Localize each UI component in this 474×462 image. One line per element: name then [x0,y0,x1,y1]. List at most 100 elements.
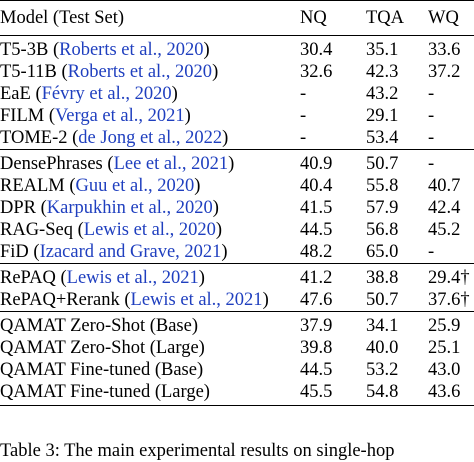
table-row: REALM (Guu et al., 2020) 40.4 55.8 40.7 [0,175,474,197]
cite-close-paren: ) [215,219,222,240]
table-row: T5-3B (Roberts et al., 2020) 30.4 35.1 33.6 [0,35,474,61]
citation-link[interactable]: Lewis et al., 2021 [66,267,199,288]
cell-nq: 45.5 [300,381,366,406]
cell-model: EaE (Févry et al., 2020) [0,83,300,105]
cite-open-paren: ( [64,175,76,196]
cite-open-paren: ( [55,267,67,288]
cell-wq: 43.6 [428,381,474,406]
model-name: T5-11B [0,61,57,82]
cell-model: QAMAT Fine-tuned (Large) [0,381,300,406]
citation-link[interactable]: Févry et al., 2020 [41,83,172,104]
cell-nq: 41.2 [300,263,366,289]
model-name: FILM [0,105,45,126]
cell-nq: 41.5 [300,197,333,218]
cite-close-paren: ) [171,83,178,104]
citation-link[interactable]: Izacard and Grave, 2021 [39,241,222,262]
cite-open-paren: ( [28,241,40,262]
header-tqa: TQA [366,0,428,36]
cell-wq: 42.4 [428,197,461,218]
cell-wq: 29.4† [428,263,474,289]
cell-wq: 33.6 [428,35,474,61]
cell-nq: 44.5 [300,359,333,380]
table-row: T5-11B (Roberts et al., 2020) 32.6 42.3 37.… [0,61,474,83]
cell-nq: - [300,83,307,104]
cite-close-paren: ) [222,127,229,148]
cite-open-paren: ( [48,39,60,60]
cell-wq: 25.9 [428,311,474,337]
cell-wq: - [428,127,435,148]
model-name: EaE [0,83,31,104]
cite-close-paren: ) [212,197,219,218]
cell-model: TOME-2 (de Jong et al., 2022) [0,127,300,150]
model-name: TOME-2 [0,127,68,148]
cell-nq: - [300,105,307,126]
cell-tqa: 53.4 [366,127,399,148]
cell-tqa: 34.1 [366,311,428,337]
citation-link[interactable]: Lewis et al., 2020 [83,219,216,240]
table-caption: Table 3: The main experimental results o… [0,441,395,461]
cite-open-paren: ( [30,83,42,104]
cell-nq: 30.4 [300,35,366,61]
model-name: RePAQ [0,267,56,288]
cell-wq: - [428,149,474,175]
citation-link[interactable]: Lewis et al., 2021 [130,289,263,310]
table-row: RAG-Seq (Lewis et al., 2020) 44.5 56.8 45.2 [0,219,474,241]
cell-tqa: 50.7 [366,149,428,175]
model-name: DPR [0,197,36,218]
citation-link[interactable]: Verga et al., 2021 [55,105,185,126]
table-row: FILM (Verga et al., 2021) -29.1- [0,105,474,127]
table-header-row: Model (Test Set) NQ TQA WQ [0,0,474,36]
header-nq: NQ [300,0,366,36]
header-model: Model (Test Set) [0,0,300,36]
cite-close-paren: ) [212,61,219,82]
citation-link[interactable]: Roberts et al., 2020 [59,39,204,60]
table-row: FiD (Izacard and Grave, 2021) 48.2 65.0- [0,241,474,264]
cell-wq: 43.0 [428,359,461,380]
model-name: REALM [0,175,65,196]
citation-link[interactable]: Guu et al., 2020 [75,175,195,196]
cell-model: T5-3B (Roberts et al., 2020) [0,35,300,61]
citation-link[interactable]: Lee et al., 2021 [113,153,229,174]
table-body: T5-3B (Roberts et al., 2020) 30.4 35.1 33.6… [0,35,474,406]
cell-tqa: 50.7 [366,289,399,310]
cite-open-paren: ( [72,219,84,240]
cell-model: QAMAT Zero-Shot (Base) [0,311,300,337]
model-name: RePAQ+Rerank [0,289,120,310]
cell-model: DensePhrases (Lee et al., 2021) [0,149,300,175]
cell-nq: 37.9 [300,311,366,337]
cell-model: REALM (Guu et al., 2020) [0,175,300,197]
cell-model: RAG-Seq (Lewis et al., 2020) [0,219,300,241]
results-table: Model (Test Set) NQ TQA WQ T5-3B (Robert… [0,0,474,406]
cite-close-paren: ) [198,267,205,288]
cell-tqa: 42.3 [366,61,399,82]
cite-close-paren: ) [203,39,210,60]
cell-model: FiD (Izacard and Grave, 2021) [0,241,300,264]
cell-wq: - [428,105,435,126]
table-row: QAMAT Fine-tuned (Large) 45.5 54.8 43.6 [0,381,474,406]
cell-model: RePAQ (Lewis et al., 2021) [0,263,300,289]
model-name: T5-3B [0,39,49,60]
table-row: DPR (Karpukhin et al., 2020) 41.5 57.9 42.4 [0,197,474,219]
cite-close-paren: ) [194,175,201,196]
table-row: DensePhrases (Lee et al., 2021) 40.9 50.7- [0,149,474,175]
cell-model: T5-11B (Roberts et al., 2020) [0,61,300,83]
model-name: DensePhrases [0,153,103,174]
cell-tqa: 35.1 [366,35,428,61]
model-name: FiD [0,241,29,262]
cell-tqa: 57.9 [366,197,399,218]
cell-wq: 25.1 [428,337,461,358]
cite-close-paren: ) [221,241,228,262]
cell-nq: 32.6 [300,61,333,82]
citation-link[interactable]: Karpukhin et al., 2020 [46,197,213,218]
cell-nq: 47.6 [300,289,333,310]
cell-nq: 48.2 [300,241,333,262]
cell-model: DPR (Karpukhin et al., 2020) [0,197,300,219]
cell-tqa: 54.8 [366,381,428,406]
citation-link[interactable]: de Jong et al., 2022 [78,127,223,148]
citation-link[interactable]: Roberts et al., 2020 [67,61,213,82]
cell-nq: 44.5 [300,219,333,240]
cell-nq: 40.9 [300,149,366,175]
cite-open-paren: ( [119,289,131,310]
table-row: RePAQ (Lewis et al., 2021) 41.2 38.8 29.4† [0,263,474,289]
cite-open-paren: ( [102,153,114,174]
